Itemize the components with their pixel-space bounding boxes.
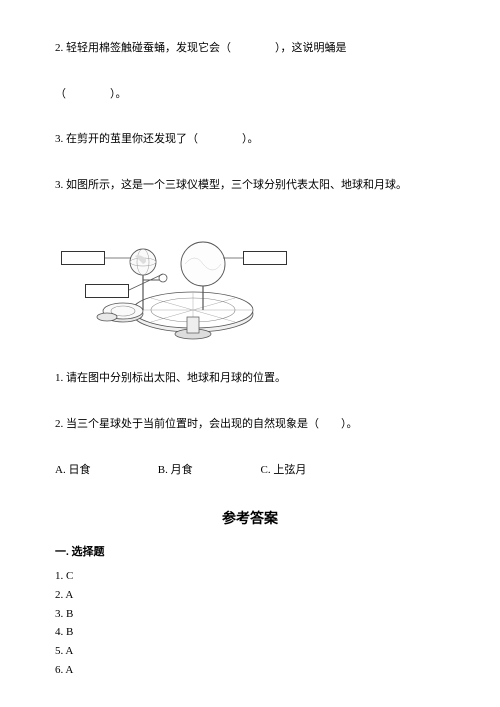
q2-blank-1 bbox=[231, 40, 275, 58]
q3b-text: 3. 如图所示，这是一个三球仪模型，三个球分别代表太阳、地球和月球。 bbox=[55, 179, 407, 191]
option-c: C. 上弦月 bbox=[261, 462, 307, 480]
q2-open: （ bbox=[55, 88, 66, 100]
sub-question-1: 1. 请在图中分别标出太阳、地球和月球的位置。 bbox=[55, 370, 445, 388]
question-2: 2. 轻轻用棉签触碰蚕蛹，发现它会（ ），这说明蛹是 bbox=[55, 40, 445, 58]
question-3b: 3. 如图所示，这是一个三球仪模型，三个球分别代表太阳、地球和月球。 bbox=[55, 177, 445, 195]
q2-text-pre: 2. 轻轻用棉签触碰蚕蛹，发现它会（ bbox=[55, 42, 231, 54]
option-b: B. 月食 bbox=[158, 462, 258, 480]
diagram-label-box-3 bbox=[243, 251, 287, 265]
section-1-heading: 一. 选择题 bbox=[55, 544, 445, 562]
q3a-blank bbox=[198, 131, 242, 149]
q2-text-mid: ），这说明蛹是 bbox=[275, 42, 347, 54]
answer-6: 6. A bbox=[55, 661, 445, 680]
option-a: A. 日食 bbox=[55, 462, 155, 480]
answer-4: 4. B bbox=[55, 623, 445, 642]
answer-1: 1. C bbox=[55, 567, 445, 586]
question-2-line2: （ ）。 bbox=[55, 86, 445, 104]
answers-list: 1. C 2. A 3. B 4. B 5. A 6. A bbox=[55, 567, 445, 679]
question-3a: 3. 在剪开的茧里你还发现了（ ）。 bbox=[55, 131, 445, 149]
q3a-pre: 3. 在剪开的茧里你还发现了（ bbox=[55, 133, 198, 145]
sub2-blank bbox=[319, 416, 341, 434]
diagram-label-box-2 bbox=[85, 284, 129, 298]
answer-5: 5. A bbox=[55, 642, 445, 661]
answer-2: 2. A bbox=[55, 586, 445, 605]
three-body-diagram bbox=[85, 222, 285, 342]
q2-blank-2 bbox=[66, 86, 110, 104]
answer-3: 3. B bbox=[55, 605, 445, 624]
answer-heading: 参考答案 bbox=[55, 507, 445, 529]
options-row: A. 日食 B. 月食 C. 上弦月 bbox=[55, 462, 445, 480]
sub1-text: 1. 请在图中分别标出太阳、地球和月球的位置。 bbox=[55, 372, 286, 384]
sub2-pre: 2. 当三个星球处于当前位置时，会出现的自然现象是（ bbox=[55, 418, 319, 430]
diagram-label-box-1 bbox=[61, 251, 105, 265]
sub-question-2: 2. 当三个星球处于当前位置时，会出现的自然现象是（ ）。 bbox=[55, 416, 445, 434]
q2-close: ）。 bbox=[110, 88, 127, 100]
diagram-svg bbox=[85, 222, 285, 342]
q3a-post: ）。 bbox=[242, 133, 259, 145]
sub2-post: ）。 bbox=[341, 418, 358, 430]
